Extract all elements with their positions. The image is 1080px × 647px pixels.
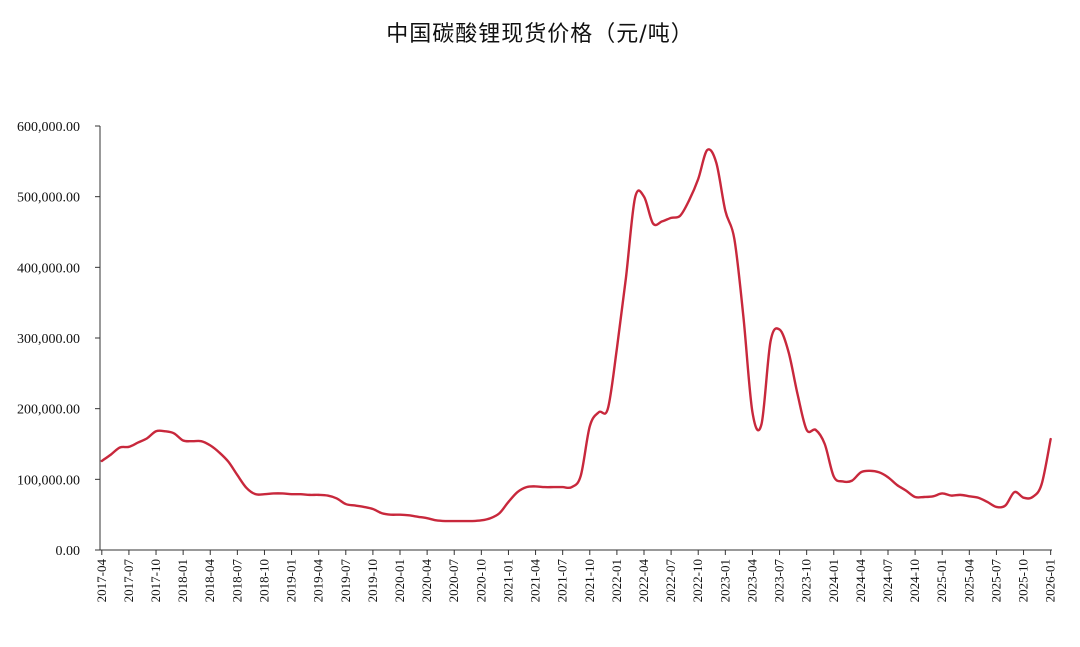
x-tick-label: 2019-01 <box>284 559 299 602</box>
y-tick-label: 500,000.00 <box>17 191 80 206</box>
x-tick-label: 2024-07 <box>880 559 895 603</box>
x-tick-label: 2022-01 <box>609 559 624 602</box>
x-tick-label: 2023-10 <box>799 559 814 602</box>
y-tick-label: 600,000.00 <box>17 120 80 135</box>
x-tick-label: 2019-07 <box>338 559 353 603</box>
x-tick-label: 2017-04 <box>94 559 109 603</box>
x-tick-label: 2025-01 <box>934 559 949 602</box>
y-axis: 0.00 100,000.00 200,000.00 300,000.00 400,00… <box>17 120 101 559</box>
x-tick-label: 2024-04 <box>853 559 868 603</box>
x-tick-label: 2021-10 <box>582 559 597 602</box>
x-tick-label: 2018-01 <box>175 559 190 602</box>
x-tick-label: 2022-07 <box>663 559 678 603</box>
y-tick-label: 400,000.00 <box>17 261 80 276</box>
x-tick-label: 2017-10 <box>148 559 163 602</box>
y-tick-label: 300,000.00 <box>17 332 80 347</box>
x-tick-label: 2024-10 <box>907 559 922 602</box>
x-tick-label: 2023-04 <box>744 559 759 603</box>
x-tick-label: 2025-10 <box>1016 559 1031 602</box>
x-tick-label: 2025-04 <box>961 559 976 603</box>
series-group <box>100 148 1052 523</box>
x-tick-label: 2018-10 <box>256 559 271 602</box>
x-tick-label: 2025-07 <box>988 559 1003 603</box>
x-tick-label: 2021-07 <box>555 559 570 603</box>
x-tick-label: 2020-04 <box>419 559 434 603</box>
x-tick-label: 2020-01 <box>392 559 407 602</box>
x-tick-label: 2020-10 <box>473 559 488 602</box>
x-tick-label: 2024-01 <box>826 559 841 602</box>
chart-title: 中国碳酸锂现货价格（元/吨） <box>386 22 694 47</box>
x-tick-label: 2019-10 <box>365 559 380 602</box>
x-tick-label: 2021-04 <box>528 559 543 603</box>
x-tick-label: 2019-04 <box>311 559 326 603</box>
x-tick-label: 2023-01 <box>717 559 732 602</box>
y-tick-label: 200,000.00 <box>17 403 80 418</box>
x-tick-label: 2021-01 <box>500 559 515 602</box>
y-tick-label: 0.00 <box>56 544 81 559</box>
x-tick-label: 2023-07 <box>772 559 787 603</box>
y-tick-label: 100,000.00 <box>17 473 80 488</box>
x-axis: 2017-04 2017-07 2017-10 2018-01 2018-04 2018-… <box>94 549 1058 603</box>
x-tick-label: 2026-01 <box>1043 559 1058 602</box>
x-tick-label: 2018-04 <box>202 559 217 603</box>
x-tick-label: 2017-07 <box>121 559 136 603</box>
x-tick-label: 2022-10 <box>690 559 705 602</box>
series-line <box>100 148 1052 523</box>
x-tick-label: 2020-07 <box>446 559 461 603</box>
x-tick-label: 2022-04 <box>636 559 651 603</box>
x-tick-label: 2018-07 <box>229 559 244 603</box>
